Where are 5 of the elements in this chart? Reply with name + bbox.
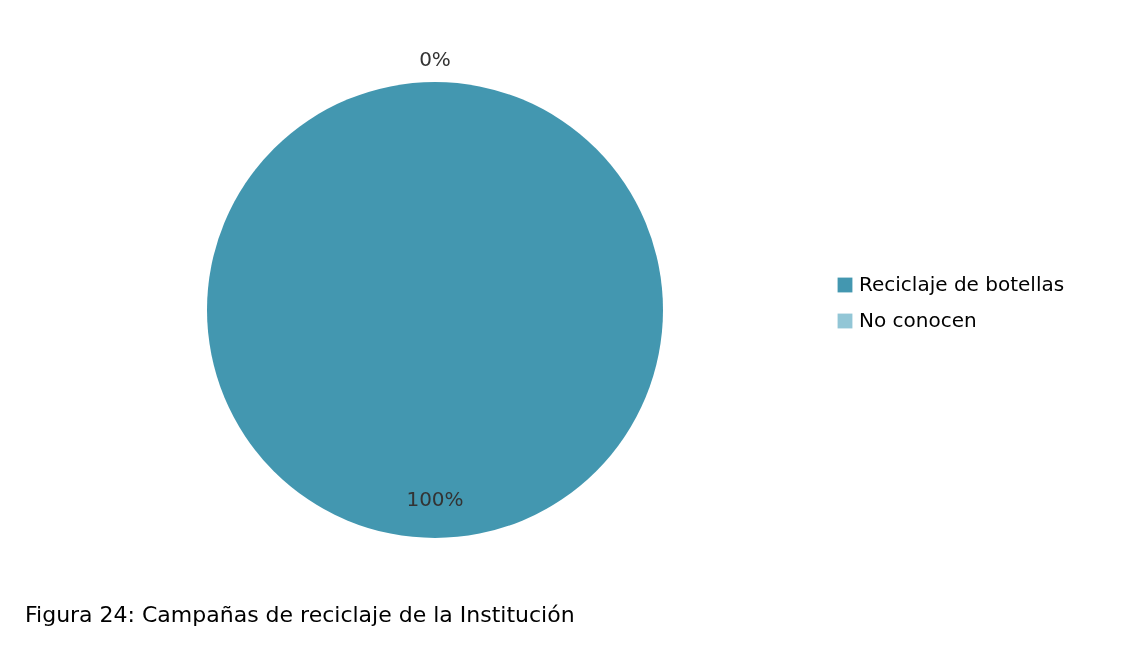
legend-label: No conocen bbox=[859, 308, 977, 332]
text: Figura 24: Campañas de reciclaje de la Institución bbox=[25, 602, 575, 627]
data-label: 100% bbox=[406, 487, 464, 511]
legend-label: Reciclaje de botellas bbox=[859, 272, 1065, 296]
text: 0% bbox=[419, 47, 451, 71]
